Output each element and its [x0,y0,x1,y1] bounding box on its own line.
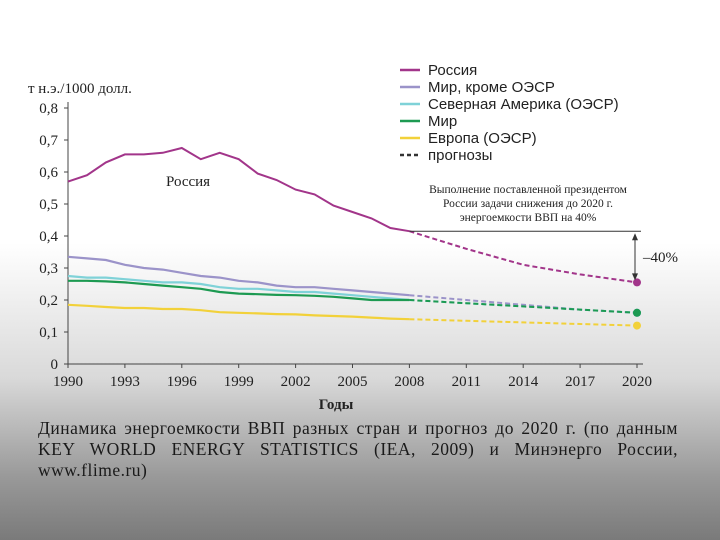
annotation-layer: –40% Выполнение поставленной президентом Р… [409,184,678,281]
goal-note-line: России задачи снижения до 2020 г. [443,198,613,210]
y-tick-label: 0,8 [39,101,58,117]
x-tick-label: 1996 [167,374,198,390]
series-forecast-line [409,230,638,284]
legend-entry-forecast: прогнозы [428,147,492,164]
goal-note-line: энергоемкости ВВП на 40% [460,212,597,224]
x-tick-label: 2011 [452,374,481,390]
series-forecast-line [409,294,638,314]
series-layer [67,146,641,330]
series-line [67,274,410,302]
y-tick-label: 0,6 [39,165,58,181]
y-tick-label: 0,3 [39,261,58,277]
y-tick-label: 0,7 [39,133,58,149]
x-axis-label: Годы [319,397,354,413]
series-line [68,279,410,302]
goal-note-line: Выполнение поставленной президентом [429,184,628,196]
reduction-label: –40% [642,250,678,266]
series-endpoint-marker [633,321,641,330]
series-endpoint-marker [633,308,641,317]
x-tick-label: 2014 [508,374,539,390]
y-tick-label: 0 [51,357,59,373]
y-tick-label: 0,4 [39,229,58,245]
grid-layer [67,102,643,365]
reduction-arrow-head-down [632,273,638,281]
y-tick-label: 0,2 [39,293,58,309]
y-tick-label: 0,1 [39,325,58,341]
x-tick-label: 1990 [53,374,83,390]
legend-entry: Россия [428,62,477,79]
x-tick-label: 1993 [110,374,140,390]
x-tick-label: 2020 [622,374,652,390]
legend-entry: Европа (ОЭСР) [428,130,537,147]
series-line [67,303,410,321]
series-line [67,146,410,233]
series-endpoint-marker [633,278,641,287]
series-forecast-line [409,299,638,314]
series-forecast-line [409,318,638,327]
x-tick-label: 2008 [394,374,424,390]
chart-caption: Динамика энергоемкости ВВП разных стран … [38,418,678,480]
x-tick-label: 2005 [338,374,368,390]
tick-layer: 0 0,1 0,2 0,3 0,4 0,5 0,6 0,7 0,8 1990 1993 1996 199… [39,101,652,390]
reduction-arrow-head-up [632,233,638,241]
x-tick-label: 1999 [224,374,254,390]
russia-series-label: Россия [166,174,210,190]
legend-entry: Мир [428,113,457,130]
x-tick-label: 2017 [565,374,596,390]
y-tick-label: 0,5 [39,197,58,213]
y-axis-label: т н.э./1000 долл. [28,81,132,97]
series-line [67,255,410,297]
legend-entry: Мир, кроме ОЭСР [428,79,555,96]
x-tick-label: 2002 [281,374,311,390]
legend-entry: Северная Америка (ОЭСР) [428,96,619,113]
